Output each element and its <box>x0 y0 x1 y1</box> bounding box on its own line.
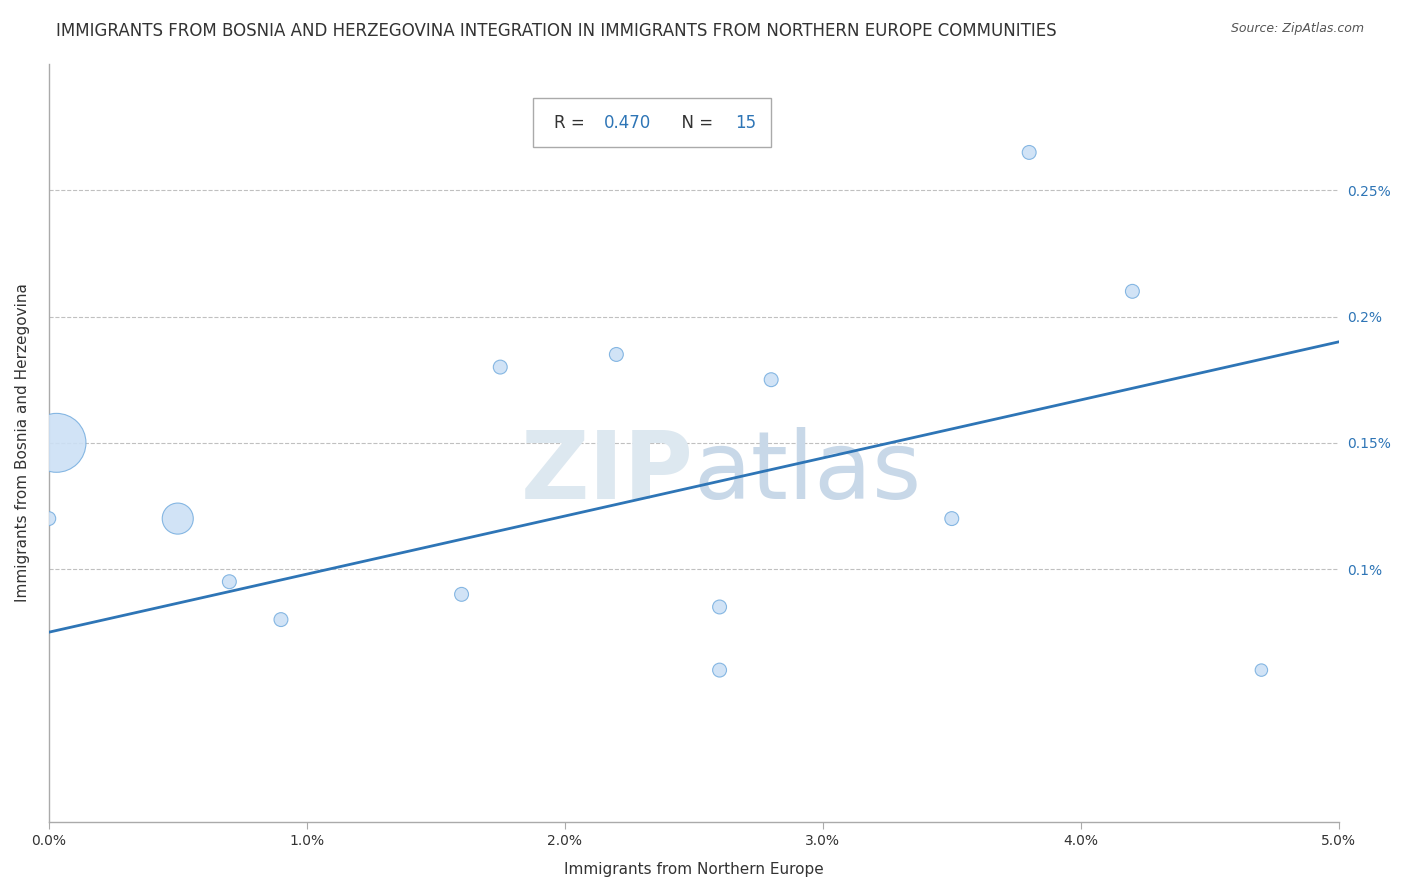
Point <box>709 599 731 614</box>
Point <box>218 574 240 589</box>
Text: atlas: atlas <box>693 427 922 519</box>
Text: IMMIGRANTS FROM BOSNIA AND HERZEGOVINA INTEGRATION IN IMMIGRANTS FROM NORTHERN E: IMMIGRANTS FROM BOSNIA AND HERZEGOVINA I… <box>56 22 1057 40</box>
Point <box>489 360 512 375</box>
X-axis label: Immigrants from Northern Europe: Immigrants from Northern Europe <box>564 862 824 877</box>
Point <box>941 511 963 525</box>
Text: 0.470: 0.470 <box>603 114 651 132</box>
Point <box>759 373 782 387</box>
Point <box>45 435 67 450</box>
Point <box>1018 145 1040 160</box>
Text: ZIP: ZIP <box>520 427 693 519</box>
Point <box>270 613 292 627</box>
Text: 15: 15 <box>735 114 756 132</box>
Y-axis label: Immigrants from Bosnia and Herzegovina: Immigrants from Bosnia and Herzegovina <box>15 284 30 602</box>
Point <box>450 587 472 601</box>
FancyBboxPatch shape <box>533 98 770 147</box>
Point <box>709 663 731 677</box>
Text: Source: ZipAtlas.com: Source: ZipAtlas.com <box>1230 22 1364 36</box>
Point <box>1250 663 1272 677</box>
Point <box>166 511 188 525</box>
Point <box>38 511 60 525</box>
Point <box>1121 285 1143 299</box>
Text: N =: N = <box>671 114 718 132</box>
Point <box>605 347 627 361</box>
Text: R =: R = <box>554 114 591 132</box>
